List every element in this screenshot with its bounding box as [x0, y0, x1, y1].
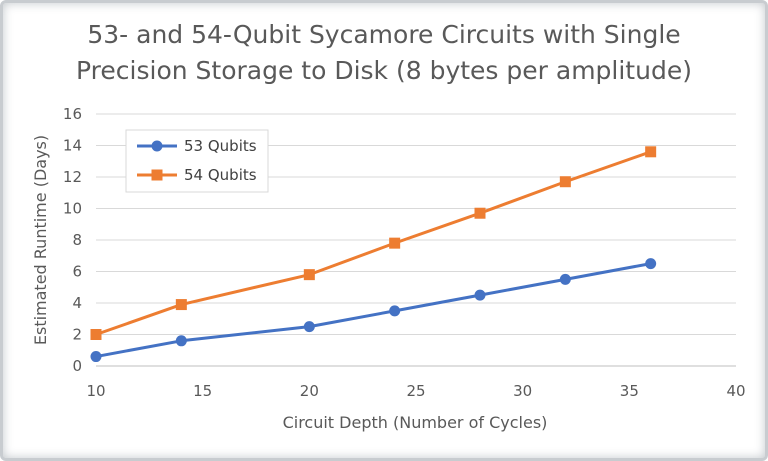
tick-labels: 0 2 4 6 8 10 12 14 16 10 15 20 25 30 35 40	[63, 105, 746, 400]
y-tick-label: 16	[63, 105, 82, 123]
x-tick-label: 40	[726, 382, 745, 400]
x-tick-label: 25	[406, 382, 425, 400]
data-point	[90, 329, 102, 340]
y-tick-label: 2	[72, 326, 82, 344]
legend: 53 Qubits 54 Qubits	[125, 129, 269, 193]
x-tick-label: 15	[193, 382, 212, 400]
x-tick-label: 35	[620, 382, 639, 400]
y-tick-label: 12	[63, 168, 82, 186]
data-point	[645, 258, 657, 270]
legend-marker	[151, 140, 163, 152]
x-tick-label: 20	[300, 382, 319, 400]
y-tick-label: 6	[72, 263, 82, 281]
y-tick-label: 4	[72, 294, 82, 312]
data-point	[175, 299, 187, 311]
series-2	[90, 146, 657, 340]
data-point	[474, 289, 486, 301]
data-series	[90, 146, 657, 363]
legend-label: 54 Qubits	[184, 166, 257, 184]
y-axis-label: Estimated Runtime (Days)	[31, 135, 50, 345]
data-point	[559, 176, 571, 188]
legend-marker	[151, 169, 163, 181]
y-tick-label: 0	[72, 357, 82, 375]
chart-title-line-1: 53- and 54-Qubit Sycamore Circuits with …	[87, 20, 680, 49]
data-point	[559, 273, 571, 285]
data-point	[389, 305, 401, 317]
data-point	[303, 269, 315, 281]
y-tick-label: 14	[63, 137, 82, 155]
legend-label: 53 Qubits	[184, 137, 257, 155]
y-tick-label: 10	[63, 200, 82, 218]
x-axis-label: Circuit Depth (Number of Cycles)	[283, 413, 548, 432]
x-tick-label: 10	[86, 382, 105, 400]
y-tick-label: 8	[72, 231, 82, 249]
data-point	[645, 146, 657, 158]
data-point	[474, 207, 486, 219]
data-point	[389, 237, 401, 249]
data-point	[90, 351, 102, 363]
chart-title-line-2: Precision Storage to Disk (8 bytes per a…	[76, 56, 692, 85]
data-point	[175, 335, 187, 347]
series-1	[90, 258, 657, 363]
data-point	[303, 321, 315, 333]
x-tick-label: 30	[513, 382, 532, 400]
legend-box	[125, 129, 269, 193]
gridlines	[96, 113, 736, 335]
